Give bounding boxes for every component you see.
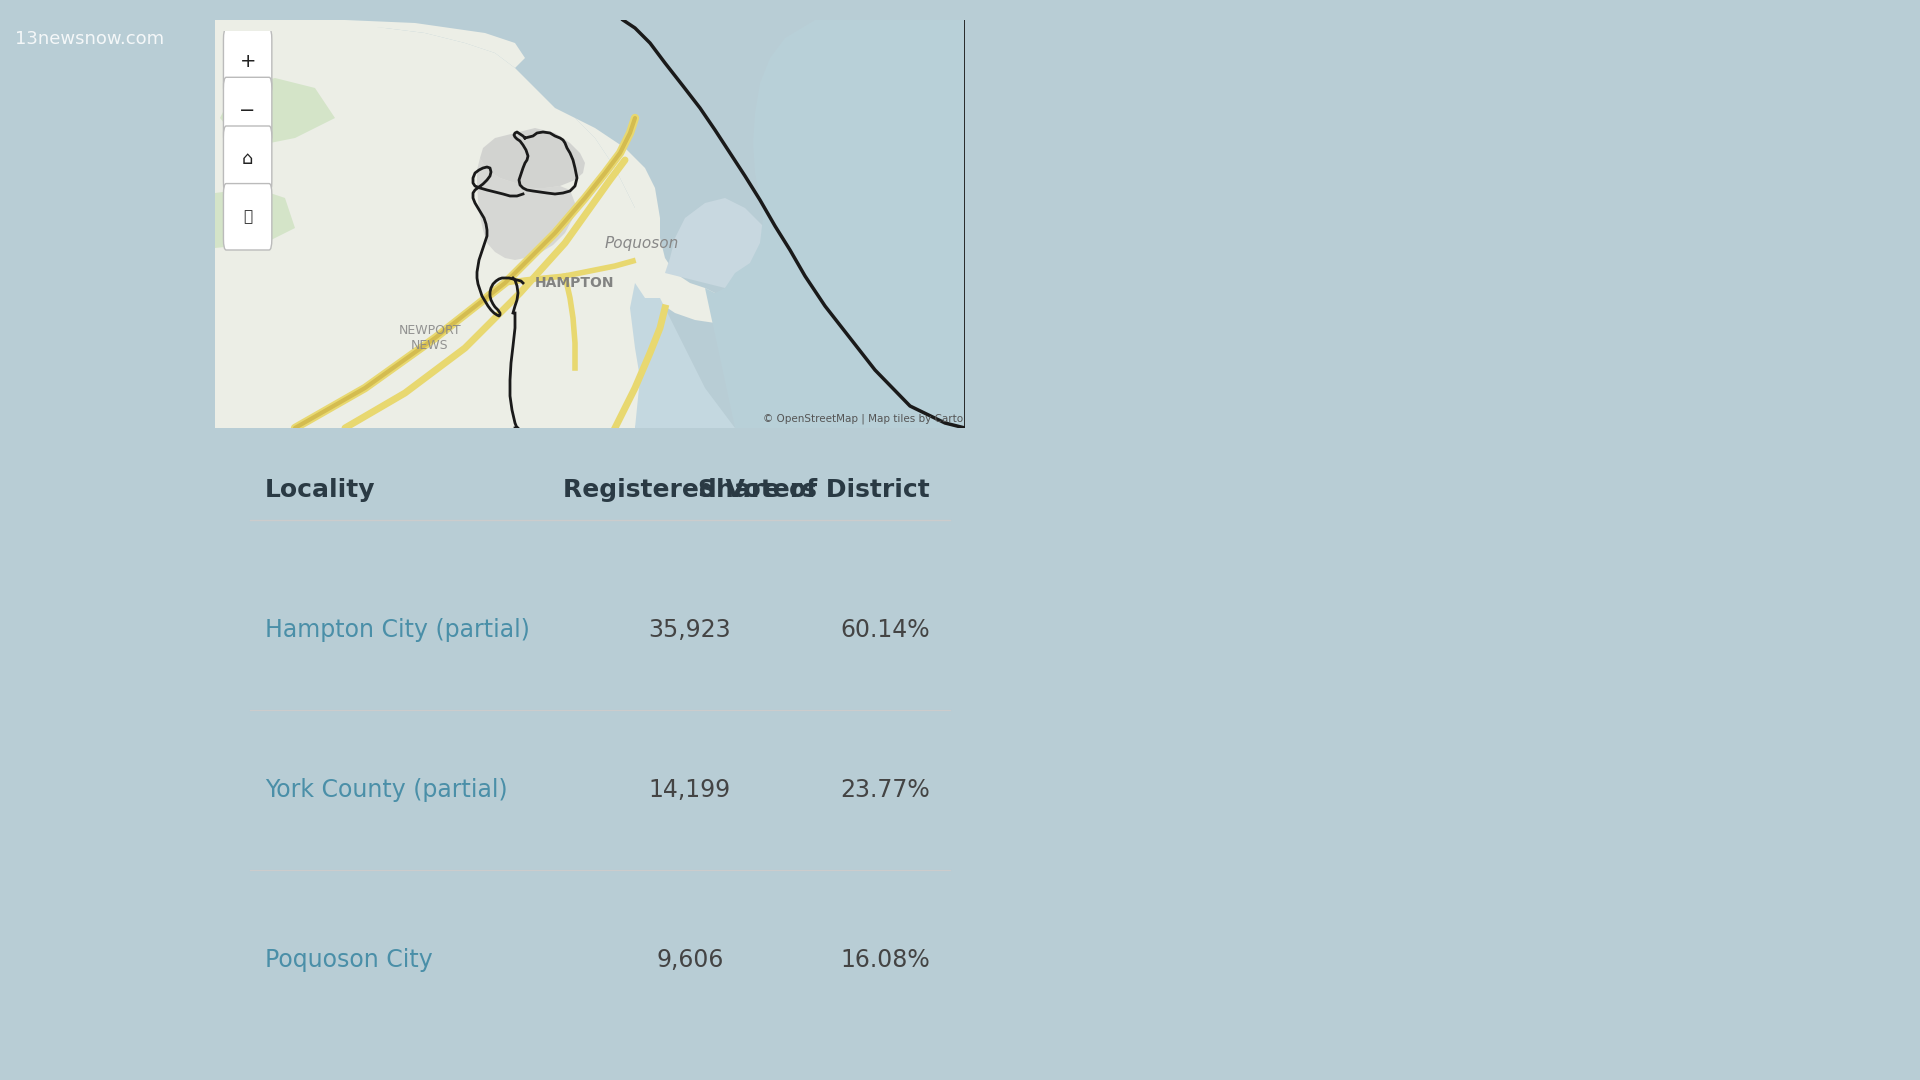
Text: ⛶: ⛶	[244, 210, 252, 225]
Text: 13newsnow.com: 13newsnow.com	[15, 30, 163, 48]
Text: York County (partial): York County (partial)	[265, 778, 507, 802]
Text: Hampton City (partial): Hampton City (partial)	[265, 618, 530, 642]
Text: 23.77%: 23.77%	[841, 778, 929, 802]
Text: +: +	[240, 52, 255, 71]
Polygon shape	[664, 198, 776, 288]
Polygon shape	[215, 188, 296, 248]
FancyBboxPatch shape	[223, 78, 273, 144]
Text: Share of District: Share of District	[699, 478, 929, 502]
FancyBboxPatch shape	[223, 28, 273, 95]
Polygon shape	[705, 21, 966, 428]
FancyBboxPatch shape	[223, 184, 273, 249]
Text: 60.14%: 60.14%	[841, 618, 929, 642]
Text: 35,923: 35,923	[649, 618, 732, 642]
Text: Locality: Locality	[265, 478, 376, 502]
Polygon shape	[476, 158, 574, 260]
Polygon shape	[630, 283, 735, 428]
Text: ⌂: ⌂	[242, 150, 253, 168]
FancyBboxPatch shape	[223, 126, 273, 192]
Text: 9,606: 9,606	[657, 948, 724, 972]
Text: 16.08%: 16.08%	[841, 948, 929, 972]
Polygon shape	[215, 21, 524, 68]
Polygon shape	[480, 129, 586, 188]
Text: Registered Voters: Registered Voters	[563, 478, 816, 502]
Polygon shape	[221, 78, 334, 148]
Polygon shape	[215, 21, 655, 428]
Text: © OpenStreetMap | Map tiles by Carto: © OpenStreetMap | Map tiles by Carto	[762, 414, 964, 424]
Text: NEWPORT
NEWS: NEWPORT NEWS	[399, 324, 461, 352]
Text: Poquoson City: Poquoson City	[265, 948, 432, 972]
Text: Poquoson: Poquoson	[605, 235, 680, 251]
Text: HAMPTON: HAMPTON	[536, 276, 614, 291]
Polygon shape	[555, 108, 730, 323]
Text: −: −	[240, 102, 255, 120]
Text: 14,199: 14,199	[649, 778, 732, 802]
